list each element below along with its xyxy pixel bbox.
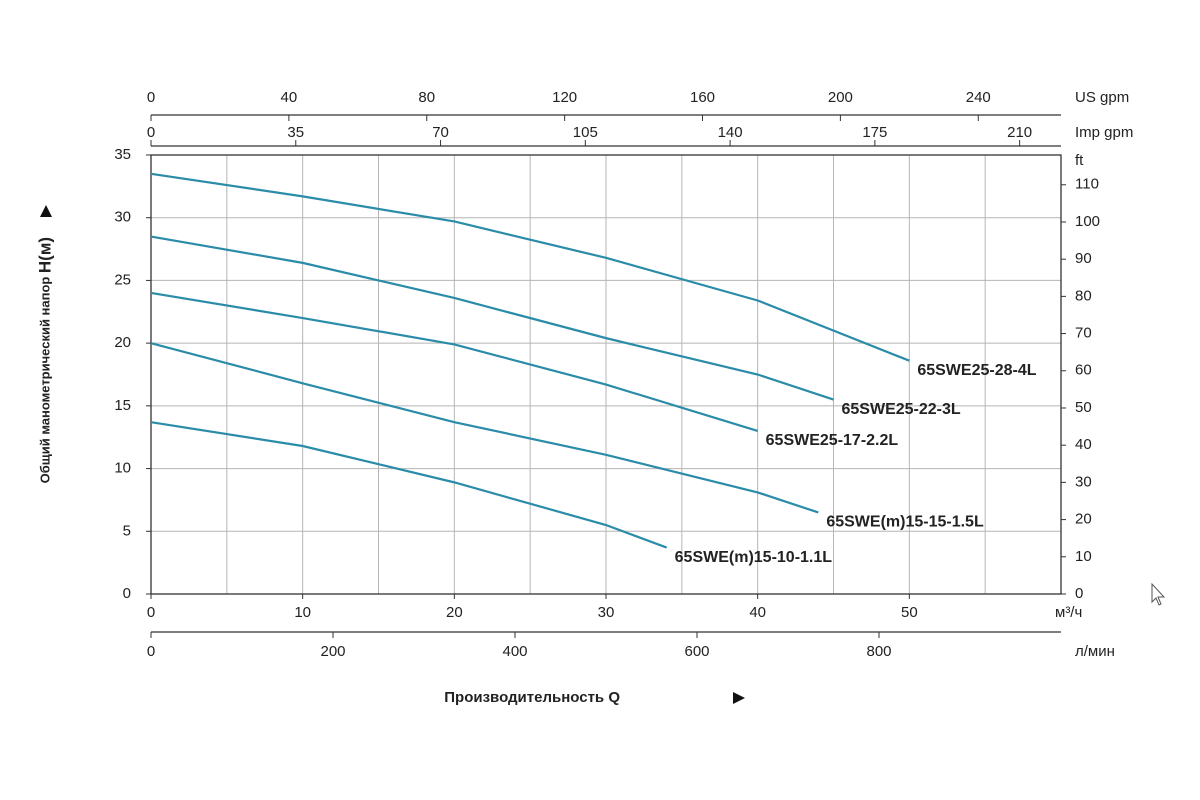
x-axis-title: Производительность Q <box>444 689 620 706</box>
y2-tick-label: 40 <box>1075 436 1092 453</box>
secondary-tick-label: 240 <box>966 89 991 106</box>
y2-tick-label: 100 <box>1075 213 1100 230</box>
y-axis-unit: H(м) <box>35 237 54 273</box>
y-tick-label: 5 <box>123 522 131 539</box>
y2-tick-label: 10 <box>1075 548 1092 565</box>
y2-unit: ft <box>1075 152 1084 169</box>
secondary-tick-label: 40 <box>281 89 298 106</box>
y-axis-arrow <box>40 205 52 217</box>
x-tick-label: 50 <box>901 604 918 621</box>
secondary-tick-label: 35 <box>287 124 304 141</box>
y-tick-label: 25 <box>114 271 131 288</box>
x-tick-label: 20 <box>446 604 463 621</box>
y2-tick-label: 70 <box>1075 325 1092 342</box>
y2-tick-label: 110 <box>1075 176 1099 193</box>
y-tick-label: 30 <box>114 209 131 226</box>
y-tick-label: 15 <box>114 397 131 414</box>
secondary-tick-label: 400 <box>502 643 527 660</box>
secondary-axis-unit: US gpm <box>1075 89 1129 106</box>
secondary-axis-unit: л/мин <box>1075 643 1115 660</box>
y-axis-title-group: Общий манометрический напор H(м) <box>35 205 54 483</box>
y2-tick-label: 90 <box>1075 250 1092 267</box>
y2-tick-label: 20 <box>1075 511 1092 528</box>
x-tick-label: 40 <box>749 604 766 621</box>
secondary-tick-label: 160 <box>690 89 715 106</box>
secondary-tick-label: 120 <box>552 89 577 106</box>
secondary-tick-label: 175 <box>862 124 887 141</box>
secondary-tick-label: 105 <box>573 124 598 141</box>
y-axis-title: Общий манометрический напор <box>37 277 52 484</box>
y-tick-label: 20 <box>114 334 131 351</box>
pump-curve <box>150 172 910 362</box>
x-tick-label: 0 <box>147 604 155 621</box>
pump-curve <box>150 342 819 514</box>
secondary-tick-label: 80 <box>418 89 435 106</box>
secondary-tick-label: 600 <box>684 643 709 660</box>
y2-tick-label: 50 <box>1075 399 1092 416</box>
secondary-tick-label: 200 <box>828 89 853 106</box>
curve-label: 65SWE25-17-2.2L <box>766 432 899 449</box>
secondary-tick-label: 210 <box>1007 124 1032 141</box>
x-tick-label: 10 <box>294 604 311 621</box>
y2-tick-label: 0 <box>1075 585 1083 602</box>
y2-tick-label: 80 <box>1075 287 1092 304</box>
y2-tick-label: 30 <box>1075 473 1092 490</box>
secondary-axis-unit: Imp gpm <box>1075 124 1133 141</box>
y-tick-label: 10 <box>114 460 131 477</box>
secondary-tick-label: 0 <box>147 89 155 106</box>
x-tick-label: 30 <box>598 604 615 621</box>
secondary-tick-label: 140 <box>718 124 743 141</box>
curve-label: 65SWE25-22-3L <box>842 401 961 418</box>
x-unit: м³/ч <box>1055 604 1082 621</box>
cursor-icon <box>1151 582 1166 606</box>
secondary-tick-label: 800 <box>866 643 891 660</box>
x-axis-arrow <box>733 692 745 704</box>
secondary-tick-label: 70 <box>432 124 449 141</box>
secondary-tick-label: 0 <box>147 124 155 141</box>
curve-label: 65SWE25-28-4L <box>917 362 1036 379</box>
curve-label: 65SWE(m)15-15-1.5L <box>826 514 984 531</box>
secondary-tick-label: 200 <box>320 643 345 660</box>
curve-label: 65SWE(m)15-10-1.1L <box>675 549 833 566</box>
pump-curve <box>150 421 668 549</box>
secondary-tick-label: 0 <box>147 643 155 660</box>
y-tick-label: 35 <box>114 146 131 163</box>
y-tick-label: 0 <box>123 585 131 602</box>
pump-curve <box>150 235 834 401</box>
y2-tick-label: 60 <box>1075 362 1092 379</box>
pump-curve <box>150 291 758 432</box>
